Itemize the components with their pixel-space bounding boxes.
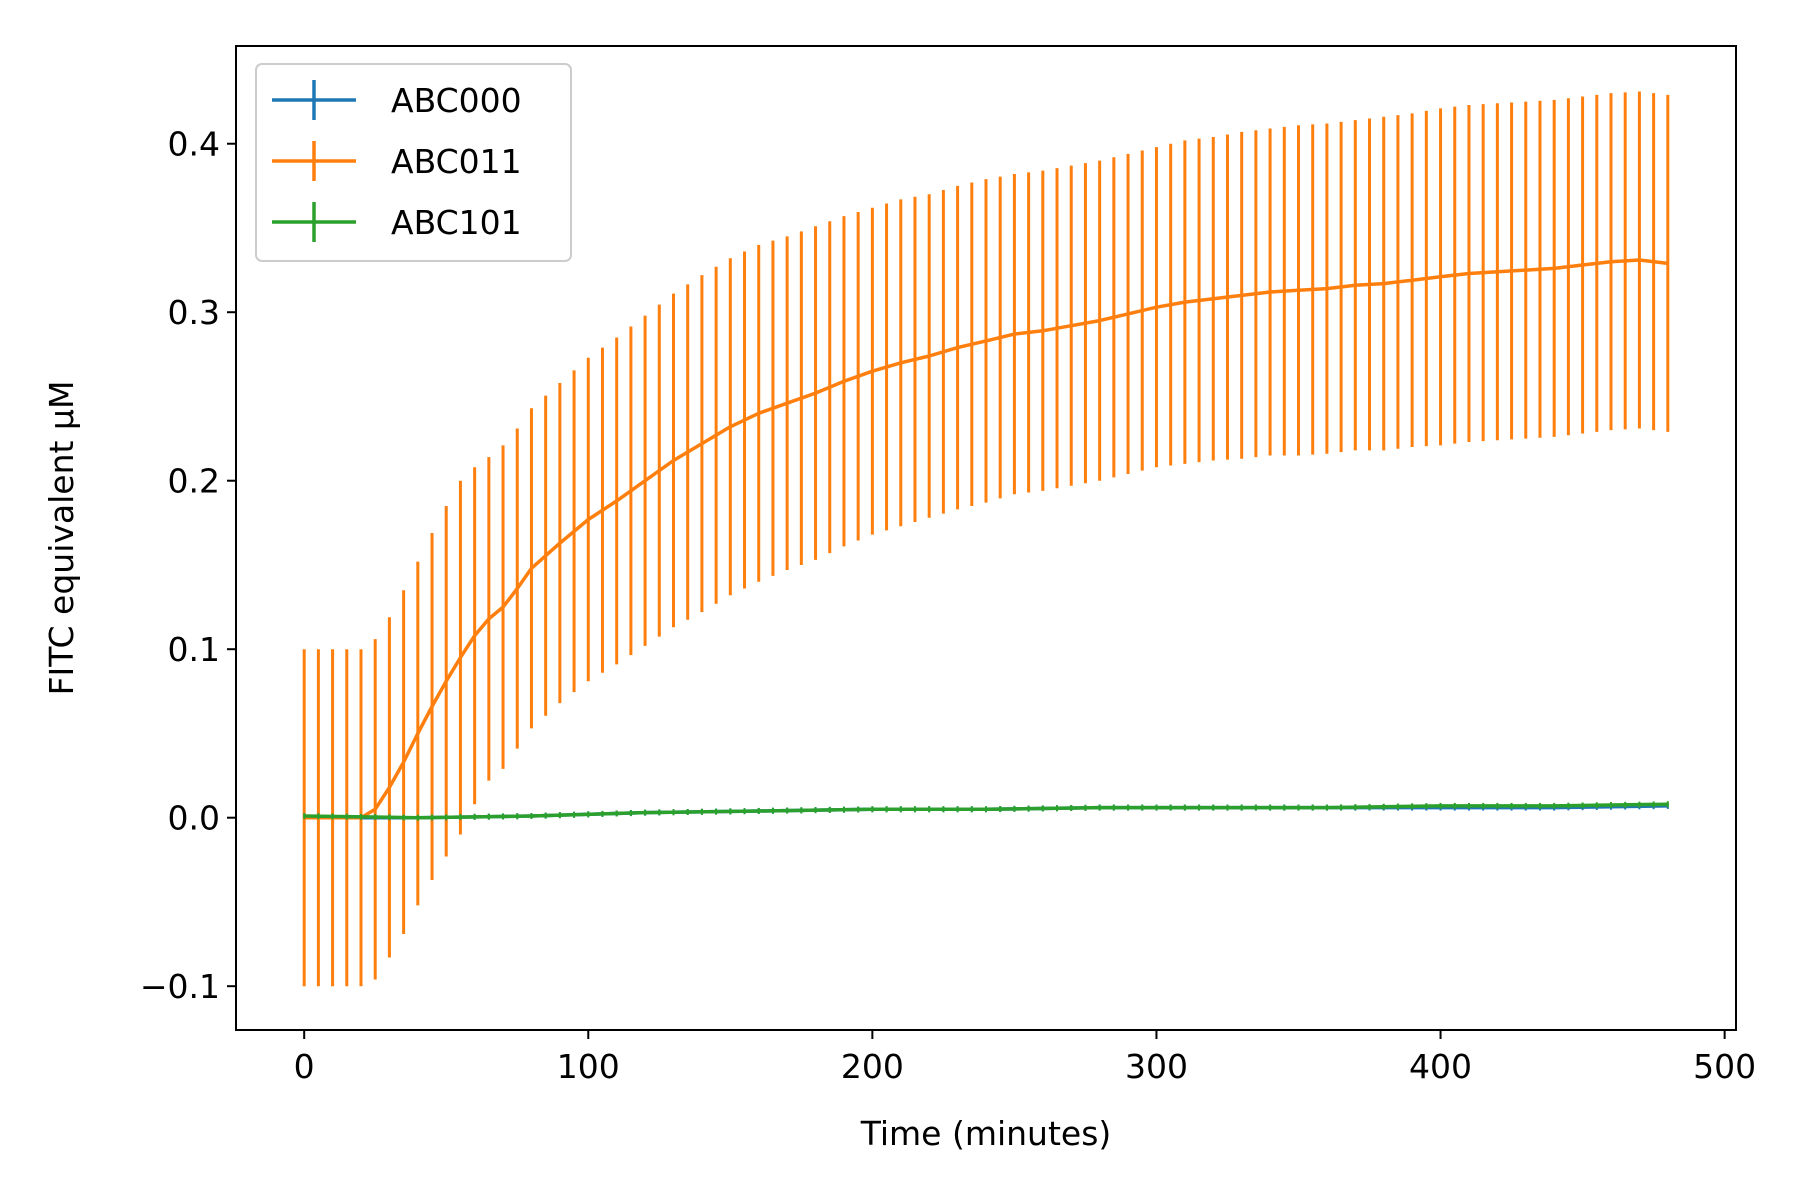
x-tick-label: 200: [841, 1047, 904, 1086]
y-axis: −0.1 0.0 0.1 0.2 0.3 0.4: [140, 125, 236, 1006]
x-tick-label: 100: [557, 1047, 620, 1086]
x-axis-label: Time (minutes): [860, 1114, 1112, 1153]
y-tick-label: 0.2: [168, 462, 220, 501]
series-line-ABC011: [304, 258, 1669, 820]
y-tick-label: 0.4: [168, 125, 220, 164]
series-ABC011: [302, 91, 1670, 987]
legend-box: [255, 63, 572, 262]
x-tick-label: 300: [1125, 1047, 1188, 1086]
y-tick-label: 0.3: [168, 293, 220, 332]
x-axis: 0 100 200 300 400 500: [294, 1030, 1756, 1086]
series-ABC101: [303, 801, 1669, 821]
x-tick-label: 0: [294, 1047, 315, 1086]
legend-label-ABC000: ABC000: [391, 81, 522, 120]
y-tick-label: 0.1: [168, 630, 220, 669]
y-tick-label: 0.0: [168, 799, 220, 838]
series-line-ABC101: [304, 802, 1668, 820]
legend: ABC000 ABC011 ABC101: [255, 63, 572, 262]
y-tick-label: −0.1: [140, 967, 220, 1006]
legend-label-ABC101: ABC101: [391, 203, 522, 242]
x-tick-label: 500: [1693, 1047, 1756, 1086]
plot-area: [302, 91, 1670, 987]
y-axis-label: FITC equivalent μM: [42, 381, 81, 696]
legend-label-ABC011: ABC011: [391, 142, 522, 181]
axes-frame: [235, 45, 1737, 1031]
x-tick-label: 400: [1409, 1047, 1472, 1086]
